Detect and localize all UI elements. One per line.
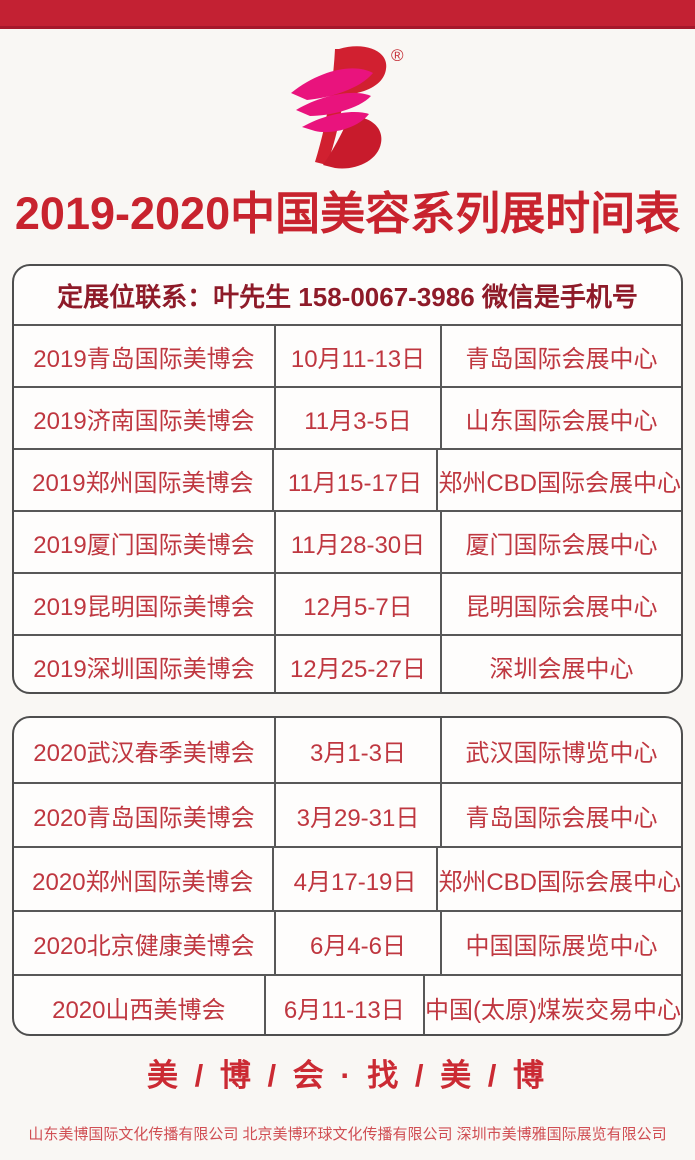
event-name: 2020北京健康美博会 [33, 932, 255, 960]
event-venue: 中国(太原)煤炭交易中心 [423, 976, 681, 1034]
table-row: 2019昆明国际美博会 12月5-7日 昆明国际会展中心 [14, 572, 681, 634]
table-row: 2020青岛国际美博会 3月29-31日 青岛国际会展中心 [14, 782, 681, 846]
event-name: 2019深圳国际美博会 [33, 655, 255, 683]
event-name: 2020郑州国际美博会 [32, 868, 254, 896]
table-row: 2020武汉春季美博会 3月1-3日 武汉国际博览中心 [14, 718, 681, 782]
event-date: 11月3-5日 [274, 388, 440, 448]
event-venue: 厦门国际会展中心 [440, 512, 681, 572]
table-row: 2019济南国际美博会 11月3-5日 山东国际会展中心 [14, 386, 681, 448]
registered-mark: ® [391, 46, 404, 65]
table-row: 2019厦门国际美博会 11月28-30日 厦门国际会展中心 [14, 510, 681, 572]
event-venue: 山东国际会展中心 [440, 388, 681, 448]
table-row: 2019郑州国际美博会 11月15-17日 郑州CBD国际会展中心 [14, 448, 681, 510]
event-venue: 青岛国际会展中心 [440, 326, 681, 386]
event-venue: 郑州CBD国际会展中心 [436, 450, 681, 510]
event-name: 2020武汉春季美博会 [33, 739, 255, 767]
event-date: 3月1-3日 [274, 718, 440, 782]
table-row: 2019深圳国际美博会 12月25-27日 深圳会展中心 [14, 634, 681, 692]
event-date: 11月15-17日 [271, 450, 437, 510]
event-date: 4月17-19日 [271, 848, 437, 910]
event-date: 3月29-31日 [274, 784, 440, 846]
event-name: 2019厦门国际美博会 [33, 531, 255, 559]
top-red-bar [0, 0, 695, 29]
contact-banner: 定展位联系：叶先生 158-0067-3986 微信是手机号 [57, 281, 638, 312]
event-venue: 昆明国际会展中心 [440, 574, 681, 634]
event-name: 2019青岛国际美博会 [33, 345, 255, 373]
event-venue: 郑州CBD国际会展中心 [436, 848, 681, 910]
event-venue: 中国国际展览中心 [440, 912, 681, 974]
schedule-table-2019: 定展位联系：叶先生 158-0067-3986 微信是手机号 2019青岛国际美… [12, 264, 683, 694]
event-name: 2019济南国际美博会 [33, 407, 255, 435]
schedule-table-2020: 2020武汉春季美博会 3月1-3日 武汉国际博览中心 2020青岛国际美博会 … [12, 716, 683, 1036]
table-row: 2019青岛国际美博会 10月11-13日 青岛国际会展中心 [14, 324, 681, 386]
brand-slogan: 美 / 博 / 会 · 找 / 美 / 博 [147, 1057, 548, 1093]
event-date: 12月5-7日 [274, 574, 440, 634]
table-row: 2020郑州国际美博会 4月17-19日 郑州CBD国际会展中心 [14, 846, 681, 910]
table-row: 2020北京健康美博会 6月4-6日 中国国际展览中心 [14, 910, 681, 974]
company-footer: 山东美博国际文化传播有限公司 北京美博环球文化传播有限公司 深圳市美博雅国际展览… [28, 1125, 667, 1143]
table-row: 2020山西美博会 6月11-13日 中国(太原)煤炭交易中心 [14, 974, 681, 1034]
event-venue: 青岛国际会展中心 [440, 784, 681, 846]
event-date: 10月11-13日 [274, 326, 440, 386]
event-name: 2019昆明国际美博会 [33, 593, 255, 621]
event-date: 12月25-27日 [274, 636, 440, 692]
meibo-wing-b-logo-icon: ® [290, 46, 404, 169]
event-name: 2019郑州国际美博会 [32, 469, 254, 497]
event-venue: 深圳会展中心 [440, 636, 681, 692]
event-venue: 武汉国际博览中心 [440, 718, 681, 782]
event-date: 11月28-30日 [274, 512, 440, 572]
event-name: 2020青岛国际美博会 [33, 804, 255, 832]
event-date: 6月4-6日 [274, 912, 440, 974]
event-name: 2020山西美博会 [52, 996, 226, 1024]
logo-container: ® [0, 42, 695, 172]
event-date: 6月11-13日 [263, 976, 423, 1034]
poster-title: 2019-2020中国美容系列展时间表 [14, 187, 681, 239]
